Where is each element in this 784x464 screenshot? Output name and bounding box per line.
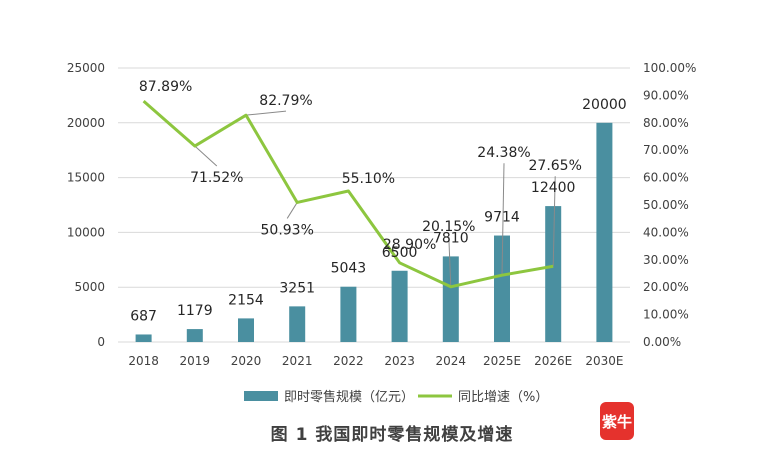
bar-series <box>135 122 613 342</box>
right-tick-label: 60.00% <box>643 171 689 185</box>
left-tick-label: 5000 <box>74 280 105 294</box>
figure-caption: 图 1 我国即时零售规模及增速 <box>270 425 514 445</box>
bar-data-label: 3251 <box>279 280 315 296</box>
legend-swatch-bar <box>244 391 278 401</box>
bar <box>494 235 510 342</box>
leader-line <box>448 236 452 287</box>
line-data-label: 50.93% <box>261 222 314 238</box>
leader-line <box>286 202 298 219</box>
left-tick-label: 25000 <box>67 61 105 75</box>
legend-label-line: 同比增速（%） <box>458 390 548 405</box>
brand-logo: 紫牛 <box>600 402 634 440</box>
bar-data-label: 5043 <box>331 261 367 277</box>
bar-data-labels: 687 1179 2154 3251 5043 6500 7810 9714 12400 2000… <box>130 97 626 325</box>
left-tick-label: 20000 <box>67 116 105 130</box>
right-tick-label: 10.00% <box>643 308 689 322</box>
bar <box>186 329 203 342</box>
x-tick-label: 2023 <box>384 354 415 368</box>
right-axis-ticks: 0.00% 10.00% 20.00% 30.00% 40.00% 50.00% 60.00… <box>643 61 696 349</box>
bar <box>238 318 254 342</box>
bar <box>442 256 459 342</box>
leader-line <box>194 145 218 167</box>
x-tick-label: 2026E <box>534 354 572 368</box>
leader-line <box>552 176 556 267</box>
line-data-labels: 87.89% 71.52% 82.79% 50.93% 55.10% 28.90% 20.1… <box>139 79 582 253</box>
right-tick-label: 40.00% <box>643 225 689 239</box>
right-tick-label: 70.00% <box>643 143 689 157</box>
x-tick-label: 2025E <box>483 354 521 368</box>
leader-lines <box>194 110 556 287</box>
grid-lines <box>118 67 630 343</box>
x-axis-ticks: 2018 2019 2020 2021 2022 2023 2024 2025E 2026E 20… <box>128 354 623 368</box>
leader-line <box>501 163 505 276</box>
line-data-label: 82.79% <box>259 93 312 109</box>
bar <box>289 306 306 342</box>
x-tick-label: 2018 <box>128 354 159 368</box>
x-tick-label: 2022 <box>333 354 364 368</box>
leader-line <box>245 110 287 116</box>
bar <box>135 334 152 342</box>
bar-data-label: 687 <box>130 308 157 324</box>
right-tick-label: 80.00% <box>643 116 689 130</box>
bar <box>391 270 408 342</box>
line-data-label: 71.52% <box>190 170 243 186</box>
bar <box>545 206 562 342</box>
right-tick-label: 20.00% <box>643 280 689 294</box>
left-axis-ticks: 0 5000 10000 15000 20000 25000 <box>67 61 105 349</box>
left-tick-label: 0 <box>97 335 105 349</box>
bar-data-label: 1179 <box>177 303 213 319</box>
legend: 即时零售规模（亿元） 同比增速（%） <box>244 389 548 405</box>
brand-logo-text: 紫牛 <box>601 412 632 431</box>
bar-data-label: 12400 <box>531 180 576 196</box>
line-data-label: 87.89% <box>139 79 192 95</box>
x-tick-label: 2019 <box>180 354 211 368</box>
x-tick-label: 2030E <box>585 354 623 368</box>
bar-data-label: 9714 <box>484 210 520 226</box>
x-tick-label: 2020 <box>231 354 262 368</box>
growth-line <box>142 100 554 289</box>
bar <box>340 286 357 342</box>
line-data-label: 24.38% <box>477 145 530 161</box>
left-tick-label: 10000 <box>67 225 105 239</box>
x-tick-label: 2021 <box>282 354 313 368</box>
line-data-label: 27.65% <box>529 158 582 174</box>
bar-data-label: 6500 <box>382 245 418 261</box>
right-tick-label: 30.00% <box>643 253 689 267</box>
x-tick-label: 2024 <box>436 354 467 368</box>
bar <box>596 122 613 342</box>
bar-data-label: 20000 <box>582 97 627 113</box>
right-tick-label: 50.00% <box>643 198 689 212</box>
right-tick-label: 90.00% <box>643 88 689 102</box>
line-data-label: 20.15% <box>422 219 475 235</box>
left-tick-label: 15000 <box>67 171 105 185</box>
line-data-label: 28.90% <box>383 237 436 253</box>
line-data-label: 55.10% <box>342 171 395 187</box>
right-tick-label: 0.00% <box>643 335 681 349</box>
right-tick-label: 100.00% <box>643 61 696 75</box>
line-series <box>142 100 554 289</box>
bar-data-label: 7810 <box>433 230 469 246</box>
legend-label-bar: 即时零售规模（亿元） <box>284 389 414 405</box>
bar-data-label: 2154 <box>228 292 264 308</box>
